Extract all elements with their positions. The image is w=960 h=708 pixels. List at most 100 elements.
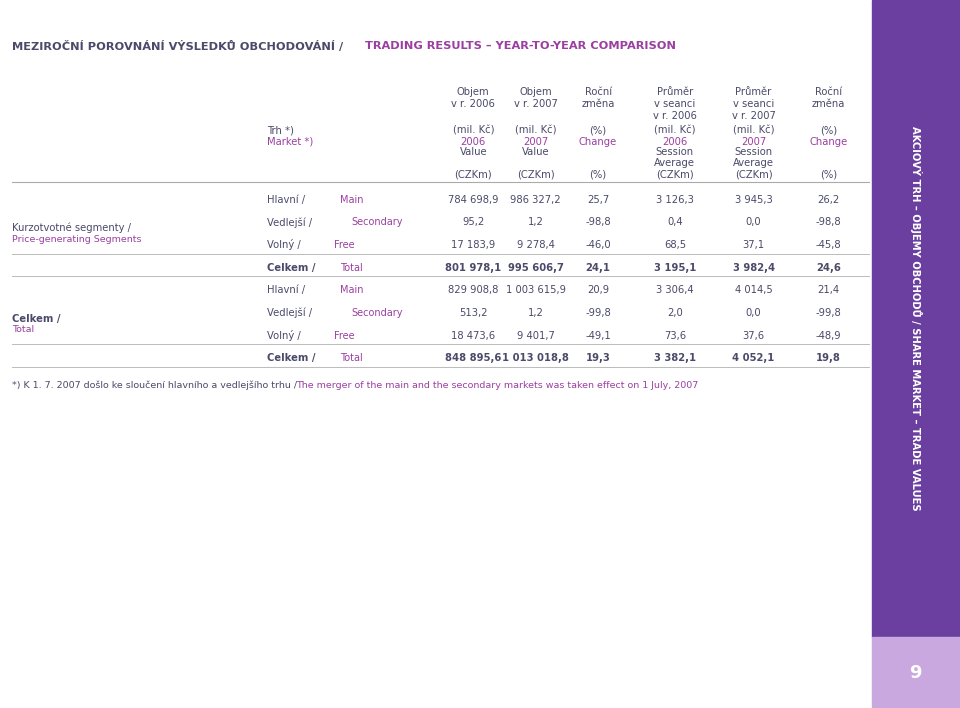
Text: Change: Change [579, 137, 617, 147]
Text: 24,1: 24,1 [586, 263, 611, 273]
Text: Total: Total [340, 263, 363, 273]
Text: (CZKm): (CZKm) [516, 169, 555, 179]
Text: (%): (%) [589, 126, 607, 136]
Text: 1 003 615,9: 1 003 615,9 [506, 285, 565, 295]
Text: Vedlejší /: Vedlejší / [267, 217, 312, 227]
Text: -49,1: -49,1 [586, 331, 611, 341]
Text: 25,7: 25,7 [587, 195, 610, 205]
Text: v r. 2006: v r. 2006 [653, 111, 697, 121]
Text: Volný /: Volný / [267, 330, 300, 341]
Text: Trh *): Trh *) [267, 126, 294, 136]
Text: změna: změna [582, 99, 614, 109]
Text: *) K 1. 7. 2007 došlo ke sloučení hlavního a vedlejšího trhu /: *) K 1. 7. 2007 došlo ke sloučení hlavní… [12, 381, 298, 390]
Text: Celkem /: Celkem / [267, 263, 316, 273]
Text: 37,6: 37,6 [742, 331, 765, 341]
Text: Roční: Roční [585, 87, 612, 97]
Text: 4 052,1: 4 052,1 [732, 353, 775, 363]
Text: The merger of the main and the secondary markets was taken effect on 1 July, 200: The merger of the main and the secondary… [296, 381, 698, 390]
Text: Price-generating Segments: Price-generating Segments [12, 235, 142, 244]
Text: 3 945,3: 3 945,3 [734, 195, 773, 205]
Text: Hlavní /: Hlavní / [267, 285, 305, 295]
Text: 1 013 018,8: 1 013 018,8 [502, 353, 569, 363]
Text: 68,5: 68,5 [663, 240, 686, 250]
Text: Session: Session [734, 147, 773, 157]
Text: Free: Free [334, 240, 354, 250]
Text: Objem: Objem [519, 87, 552, 97]
Text: 37,1: 37,1 [742, 240, 765, 250]
Text: (%): (%) [820, 126, 837, 136]
Text: Free: Free [334, 331, 354, 341]
Text: 995 606,7: 995 606,7 [508, 263, 564, 273]
Text: (CZKm): (CZKm) [734, 169, 773, 179]
Text: 3 306,4: 3 306,4 [656, 285, 694, 295]
Text: 9 278,4: 9 278,4 [516, 240, 555, 250]
Text: Průměr: Průměr [657, 87, 693, 97]
Text: Volný /: Volný / [267, 239, 300, 251]
Bar [872, 637, 960, 708]
Text: Secondary: Secondary [351, 217, 403, 227]
Text: 17 183,9: 17 183,9 [451, 240, 495, 250]
Text: Change: Change [809, 137, 848, 147]
Text: (CZKm): (CZKm) [656, 169, 694, 179]
Text: v r. 2007: v r. 2007 [514, 99, 558, 109]
Text: 2007: 2007 [523, 137, 548, 147]
Text: 0,0: 0,0 [746, 217, 761, 227]
Text: v seanci: v seanci [733, 99, 774, 109]
Text: -98,8: -98,8 [816, 217, 841, 227]
Text: 21,4: 21,4 [817, 285, 840, 295]
Text: Roční: Roční [815, 87, 842, 97]
Text: 9 401,7: 9 401,7 [516, 331, 555, 341]
Text: -46,0: -46,0 [586, 240, 611, 250]
Text: 4 014,5: 4 014,5 [734, 285, 773, 295]
Text: Value: Value [522, 147, 549, 157]
Text: Total: Total [12, 326, 35, 334]
Text: Celkem /: Celkem / [267, 353, 316, 363]
Text: 3 982,4: 3 982,4 [732, 263, 775, 273]
Text: Value: Value [460, 147, 487, 157]
Text: Celkem /: Celkem / [12, 314, 61, 324]
Text: AKCIOVÝ TRH – OBJEMY OBCHODŮ / SHARE MARKET – TRADE VALUES: AKCIOVÝ TRH – OBJEMY OBCHODŮ / SHARE MAR… [910, 126, 922, 511]
Text: 24,6: 24,6 [816, 263, 841, 273]
Text: 1,2: 1,2 [528, 308, 543, 318]
Text: Vedlejší /: Vedlejší / [267, 308, 312, 318]
Text: v r. 2006: v r. 2006 [451, 99, 495, 109]
Text: Průměr: Průměr [735, 87, 772, 97]
Text: 829 908,8: 829 908,8 [448, 285, 498, 295]
Text: 19,8: 19,8 [816, 353, 841, 363]
Text: Kurzotvotné segmenty /: Kurzotvotné segmenty / [12, 223, 132, 233]
Text: (mil. Kč): (mil. Kč) [654, 126, 696, 136]
Text: -99,8: -99,8 [816, 308, 841, 318]
Text: Secondary: Secondary [351, 308, 403, 318]
Text: 986 327,2: 986 327,2 [511, 195, 561, 205]
Bar [872, 0, 960, 637]
Text: 2006: 2006 [662, 137, 687, 147]
Text: 26,2: 26,2 [817, 195, 840, 205]
Text: 1,2: 1,2 [528, 217, 543, 227]
Text: 19,3: 19,3 [586, 353, 611, 363]
Text: Main: Main [340, 285, 363, 295]
Text: změna: změna [812, 99, 845, 109]
Text: 784 698,9: 784 698,9 [448, 195, 498, 205]
Text: 801 978,1: 801 978,1 [445, 263, 501, 273]
Text: 2006: 2006 [461, 137, 486, 147]
Text: Total: Total [340, 353, 363, 363]
Text: v r. 2007: v r. 2007 [732, 111, 776, 121]
Text: -99,8: -99,8 [586, 308, 611, 318]
Text: 3 382,1: 3 382,1 [654, 353, 696, 363]
Text: Main: Main [340, 195, 363, 205]
Text: v seanci: v seanci [655, 99, 695, 109]
Text: Hlavní /: Hlavní / [267, 195, 305, 205]
Text: 513,2: 513,2 [459, 308, 488, 318]
Text: 9: 9 [909, 663, 923, 682]
Text: Average: Average [733, 158, 774, 168]
Text: (mil. Kč): (mil. Kč) [515, 126, 557, 136]
Text: -48,9: -48,9 [816, 331, 841, 341]
Text: (%): (%) [589, 169, 607, 179]
Text: 2,0: 2,0 [667, 308, 683, 318]
Text: TRADING RESULTS – YEAR-TO-YEAR COMPARISON: TRADING RESULTS – YEAR-TO-YEAR COMPARISO… [365, 41, 676, 51]
Text: 0,0: 0,0 [746, 308, 761, 318]
Text: Average: Average [655, 158, 695, 168]
Text: 95,2: 95,2 [462, 217, 485, 227]
Text: Session: Session [656, 147, 694, 157]
Text: 0,4: 0,4 [667, 217, 683, 227]
